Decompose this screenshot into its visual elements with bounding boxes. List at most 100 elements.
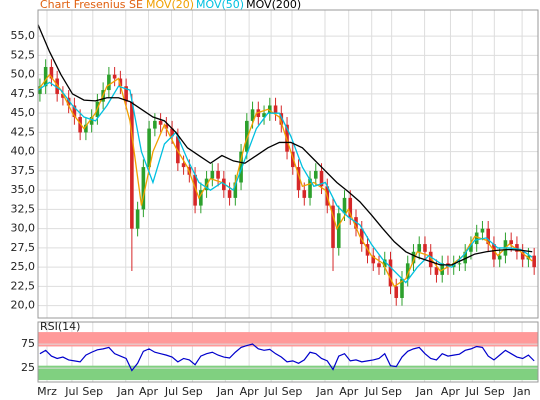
y-tick-label: 32,5 [11, 202, 36, 215]
candle-body [61, 93, 65, 98]
candle-body [66, 97, 71, 106]
plot-area [38, 10, 538, 318]
x-tick-label: Sep [82, 385, 103, 398]
y-tick-label: 42,5 [11, 125, 36, 138]
y-tick-label: 40,0 [11, 145, 36, 158]
candle-body [492, 244, 496, 260]
candle-body [84, 124, 88, 133]
candle-body [55, 78, 59, 94]
candle-body [89, 117, 94, 125]
candle-body [38, 86, 42, 94]
x-tick-label: Mrz [37, 385, 57, 398]
candle-body [313, 170, 318, 179]
candle-body [405, 263, 410, 279]
candle-body [239, 151, 243, 183]
title-row: Chart Fresenius SE [40, 0, 143, 11]
candle-body [377, 263, 381, 268]
candle-body [423, 244, 427, 252]
candle-body [43, 66, 48, 87]
candle-body [245, 120, 249, 152]
candle-body [474, 232, 479, 245]
candle-body [457, 263, 462, 265]
candle-body [227, 190, 232, 198]
candle-body [463, 251, 468, 264]
candle-body [158, 120, 163, 125]
candle-body [308, 178, 312, 198]
candle-body [509, 240, 513, 245]
y-tick-label: 45,0 [11, 106, 36, 119]
candle-body [302, 190, 307, 198]
candle-body [233, 182, 238, 198]
candle-body [319, 170, 324, 187]
rsi-tick-label: 25 [21, 361, 35, 374]
x-tick-label: Jul [264, 385, 278, 398]
candle-body [147, 128, 151, 168]
candle-body [273, 105, 278, 114]
candle-body [78, 117, 82, 133]
rsi-tick-label: 75 [21, 337, 35, 350]
x-tick-label: Sep [484, 385, 505, 398]
candle-body [428, 251, 433, 268]
y-tick-label: 50,0 [11, 68, 36, 81]
x-tick-label: Jan [116, 385, 134, 398]
candle-body [262, 113, 266, 118]
candle-body [107, 74, 111, 91]
candle-body [486, 228, 490, 245]
candle-body [440, 263, 445, 275]
candle-body [210, 170, 215, 179]
x-tick-label: Jan [415, 385, 433, 398]
candle-body [124, 86, 128, 102]
moving-average-line [37, 81, 533, 284]
legend-entry: MOV(200) [246, 0, 301, 11]
candle-body [153, 120, 157, 129]
candle-body [170, 128, 174, 137]
plot-frame [37, 9, 539, 319]
candle-body [411, 251, 416, 264]
candle-body [279, 113, 284, 125]
candle-body [480, 228, 485, 233]
x-tick-label: Apr [441, 385, 461, 398]
candle-body [141, 167, 146, 210]
rsi-overbought-band [38, 332, 538, 347]
candle-body [296, 167, 301, 191]
candle-body [49, 66, 54, 79]
y-tick-label: 47,5 [11, 87, 36, 100]
candle-body [72, 105, 77, 118]
candle-body [359, 228, 364, 245]
candle-body [135, 209, 140, 229]
candle-body [532, 255, 536, 268]
candle-body [388, 259, 393, 287]
x-tick-label: Jul [465, 385, 479, 398]
candle-body [434, 267, 439, 275]
candle-body [394, 286, 399, 298]
candle-body [181, 163, 186, 168]
candle-body [216, 170, 220, 179]
rsi-label: RSI(14) [40, 320, 80, 333]
rsi-oversold-band [38, 365, 538, 381]
candle-body [382, 259, 387, 268]
candle-body [193, 174, 197, 206]
x-tick-label: Sep [182, 385, 203, 398]
candle-body [400, 278, 404, 298]
candle-body [331, 205, 335, 248]
x-tick-label: Sep [282, 385, 303, 398]
x-tick-label: Apr [139, 385, 159, 398]
candle-body [371, 255, 376, 264]
y-tick-label: 52,5 [11, 48, 36, 61]
candle-body [176, 136, 180, 164]
y-tick-label: 30,0 [11, 222, 36, 235]
candle-body [118, 78, 123, 87]
x-tick-label: Apr [339, 385, 359, 398]
rsi-line [39, 343, 535, 372]
candle-body [469, 244, 473, 252]
x-tick-label: Jul [364, 385, 378, 398]
y-tick-label: 55,0 [11, 29, 36, 42]
x-tick-label: Jan [513, 385, 531, 398]
legend-entry: MOV(50) [196, 0, 244, 11]
x-tick-label: Jan [216, 385, 234, 398]
x-tick-label: Jul [64, 385, 78, 398]
candle-body [199, 190, 203, 206]
candle-body [336, 213, 341, 248]
